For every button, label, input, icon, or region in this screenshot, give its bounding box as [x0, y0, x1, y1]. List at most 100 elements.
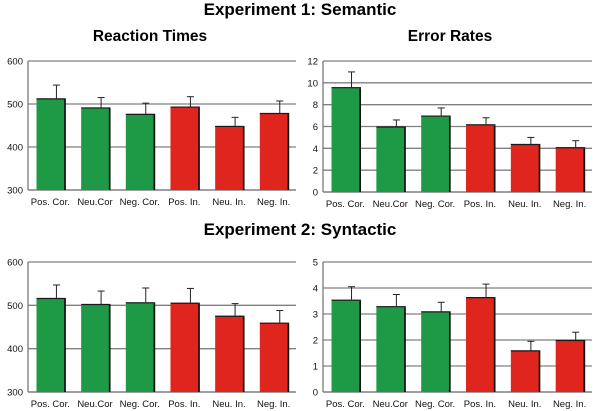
- bar-1: [36, 297, 65, 392]
- chart-exp1-rt: 300 400 500 600 Pos. Cor. Neu.Cor Neg. Cor. Pos…: [7, 57, 296, 208]
- x-tick-label: Neg. Cor.: [120, 197, 160, 208]
- bar-6: [259, 322, 288, 392]
- x-tick-label: Neu.Cor: [373, 399, 408, 410]
- bar-shadow: [582, 148, 586, 192]
- bar-shadow: [582, 341, 586, 392]
- bar-1: [36, 98, 65, 190]
- y-tick-label: 12: [307, 57, 318, 68]
- y-tick-label: 5: [313, 258, 318, 269]
- y-tick-label: 0: [313, 388, 318, 399]
- bar-shadow: [538, 144, 541, 192]
- y-tick-label: 500: [7, 301, 23, 312]
- x-tick-label: Neu. In.: [212, 399, 245, 410]
- x-tick-label: Pos. In.: [168, 197, 200, 208]
- reaction-times-title: Reaction Times: [92, 28, 208, 45]
- x-tick-label: Neu. In.: [508, 399, 541, 410]
- bar-shadow: [197, 303, 200, 392]
- bar-shadow: [197, 107, 200, 190]
- y-tick-label: 600: [7, 57, 23, 68]
- y-tick-label: 3: [313, 310, 318, 321]
- x-tick-label: Neg. In.: [553, 399, 586, 410]
- bar-3: [125, 302, 154, 392]
- x-tick-label: Pos. Cor.: [326, 199, 365, 210]
- x-tick-label: Pos. Cor.: [31, 399, 70, 410]
- y-tick-label: 6: [313, 122, 318, 133]
- chart-exp1-er: 0 2 4 6 8 10 12 Pos. Cor. Neu.Cor Neg. Cor. Pos. I…: [307, 57, 592, 210]
- x-tick-label: Neu.Cor: [77, 399, 112, 410]
- bar-shadow: [153, 303, 156, 392]
- bar-4: [170, 302, 199, 392]
- bar-shadow: [287, 114, 290, 190]
- x-tick-label: Neg. In.: [257, 399, 290, 410]
- x-tick-label: Neu.Cor: [77, 197, 112, 208]
- x-tick-label: Neg. Cor.: [415, 199, 455, 210]
- bar-6: [259, 113, 288, 190]
- bar-2: [376, 306, 405, 392]
- bar-5: [215, 315, 243, 392]
- x-tick-label: Pos. Cor.: [326, 399, 365, 410]
- bar-shadow: [448, 312, 451, 392]
- bar-5: [510, 350, 539, 392]
- bar-shadow: [63, 99, 66, 190]
- x-tick-label: Neu. In.: [508, 199, 541, 210]
- x-tick-label: Neu.Cor: [373, 199, 408, 210]
- x-tick-label: Neu. In.: [212, 197, 245, 208]
- x-tick-label: Neg. In.: [257, 197, 290, 208]
- bar-5: [510, 143, 539, 192]
- bar-shadow: [448, 116, 451, 192]
- x-tick-label: Pos. Cor.: [31, 197, 70, 208]
- bar-6: [555, 147, 584, 192]
- bar-shadow: [242, 126, 245, 190]
- bar-shadow: [403, 307, 406, 392]
- bar-2: [376, 126, 405, 192]
- y-tick-label: 0: [313, 188, 318, 199]
- bar-shadow: [493, 125, 496, 192]
- bar-1: [331, 87, 360, 192]
- y-tick-label: 300: [7, 186, 23, 197]
- bar-shadow: [108, 108, 111, 190]
- x-tick-label: Pos. In.: [464, 199, 496, 210]
- experiment1-title: Experiment 1: Semantic: [203, 0, 397, 19]
- bar-shadow: [403, 127, 406, 192]
- y-tick-label: 300: [7, 388, 23, 399]
- error-rates-title: Error Rates: [407, 28, 493, 45]
- y-tick-label: 500: [7, 100, 23, 111]
- bar-1: [331, 299, 360, 392]
- y-tick-label: 2: [313, 336, 318, 347]
- bar-4: [466, 297, 494, 392]
- bar-shadow: [493, 298, 496, 392]
- y-tick-label: 4: [313, 144, 318, 155]
- x-tick-label: Neg. Cor.: [120, 399, 160, 410]
- bar-shadow: [153, 114, 156, 190]
- bar-4: [466, 124, 494, 192]
- x-tick-label: Neg. Cor.: [415, 399, 455, 410]
- bar-4: [170, 106, 199, 190]
- bar-shadow: [108, 305, 111, 392]
- bar-2: [81, 107, 109, 190]
- bar-shadow: [538, 351, 541, 392]
- bar-6: [555, 340, 584, 392]
- bar-2: [81, 304, 109, 392]
- y-tick-label: 2: [313, 166, 318, 177]
- y-tick-label: 4: [313, 284, 318, 295]
- experiment2-title: Experiment 2: Syntactic: [203, 220, 397, 239]
- chart-exp2-rt: 300 400 500 600 Pos. Cor. Neu.Cor Neg. Cor. Pos…: [7, 258, 296, 410]
- x-tick-label: Pos. In.: [464, 399, 496, 410]
- y-tick-label: 400: [7, 344, 23, 355]
- y-tick-label: 400: [7, 143, 23, 154]
- bar-shadow: [287, 323, 290, 392]
- x-tick-label: Pos. In.: [168, 399, 200, 410]
- bar-5: [215, 125, 243, 190]
- bar-3: [125, 113, 154, 190]
- y-tick-label: 8: [313, 100, 318, 111]
- y-tick-label: 10: [307, 78, 318, 89]
- bar-shadow: [242, 316, 245, 392]
- x-tick-label: Neg. In.: [553, 199, 586, 210]
- bar-shadow: [358, 88, 362, 192]
- bar-3: [421, 311, 449, 392]
- bar-shadow: [63, 298, 66, 392]
- bar-3: [421, 115, 449, 192]
- y-tick-label: 1: [313, 362, 318, 373]
- y-tick-label: 600: [7, 258, 23, 269]
- bar-shadow: [358, 300, 362, 392]
